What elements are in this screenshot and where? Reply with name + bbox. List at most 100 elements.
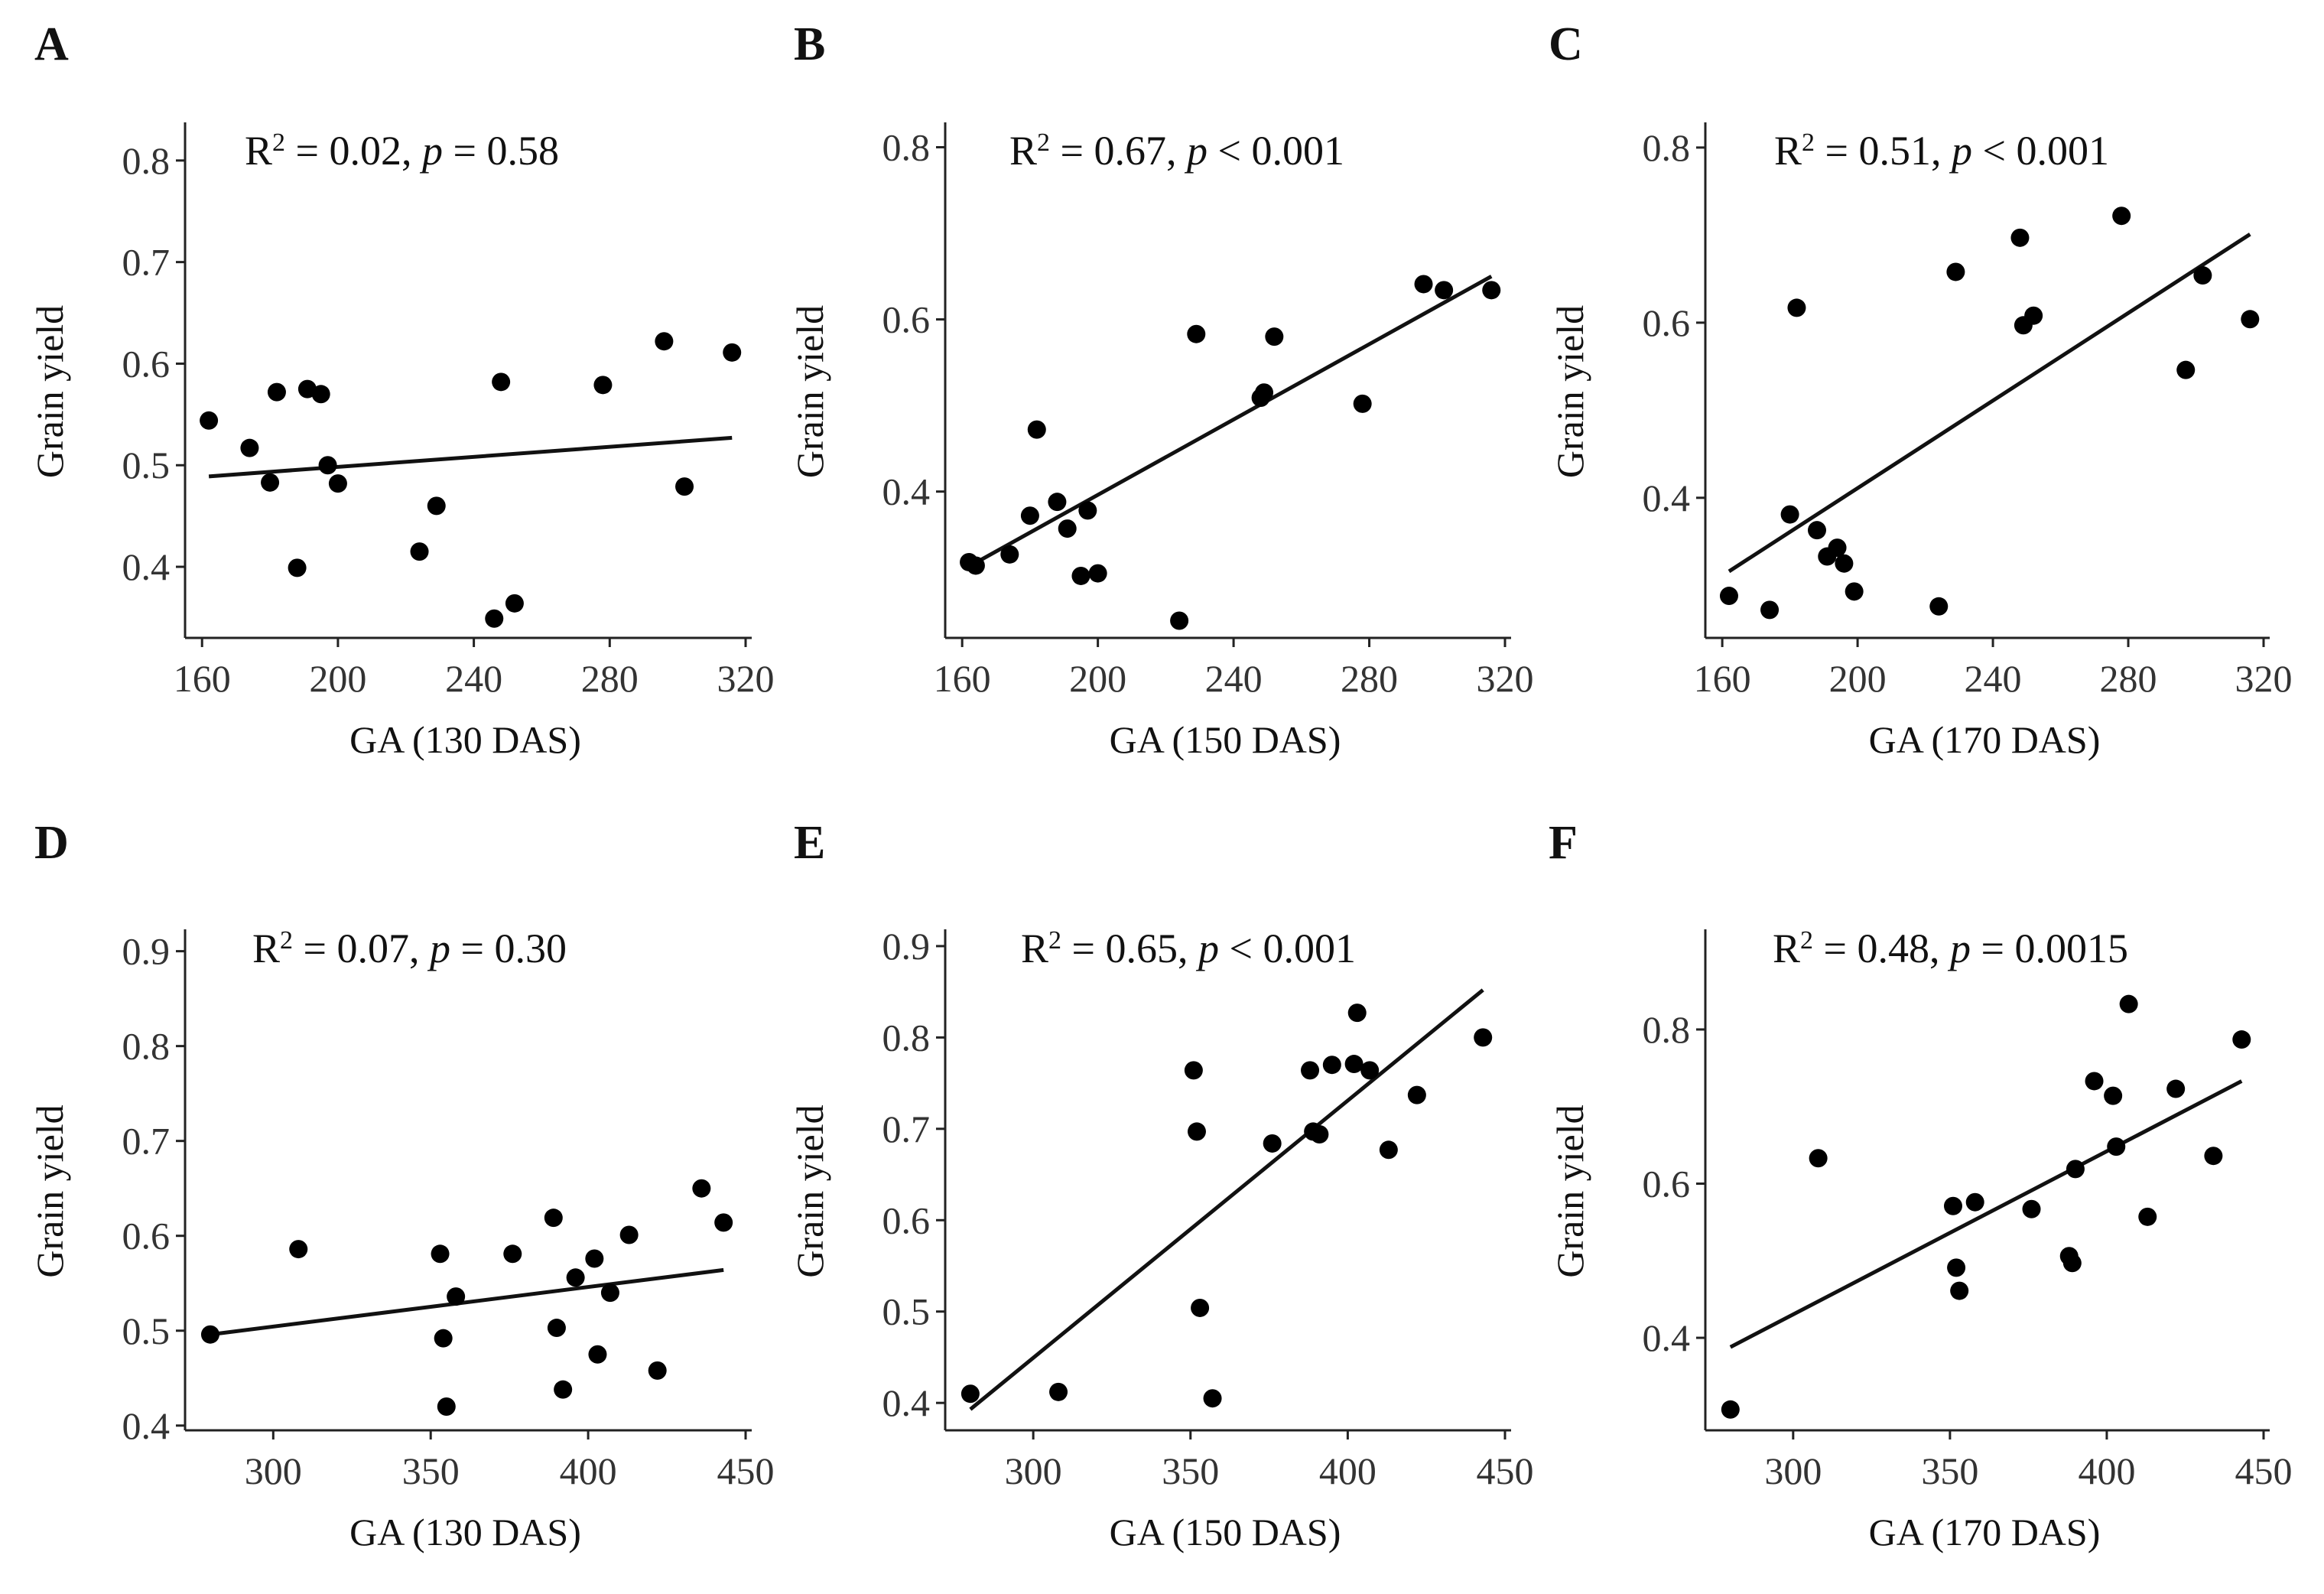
panel-f: F 0.4 0.6 0.8 300 350 400 450 GA (170 DAS) Grain …: [1549, 817, 2293, 1553]
stats-annotation: R2 = 0.48, p = 0.0015: [1773, 925, 2128, 971]
regression-line: [1729, 1079, 2243, 1349]
x-tick-label: 450: [717, 1449, 775, 1492]
x-axis-label: GA (130 DAS): [349, 718, 581, 761]
annotation-r2-sup: 2: [1800, 926, 1813, 955]
annotation-p-value: = 0.30: [450, 925, 567, 971]
data-point: [503, 1244, 522, 1264]
data-point: [1719, 587, 1738, 606]
x-axis-label: GA (150 DAS): [1110, 1511, 1341, 1553]
annotation-p-label: p: [1195, 925, 1219, 971]
data-point: [1780, 505, 1799, 524]
y-tick-label: 0.8: [1643, 1008, 1691, 1051]
y-tick-label: 0.5: [122, 444, 171, 486]
annotation-r2-prefix: R: [252, 925, 280, 971]
data-point: [648, 1361, 667, 1380]
data-point: [434, 1329, 453, 1348]
y-tick-label: 0.9: [122, 930, 171, 973]
data-point: [1929, 597, 1949, 616]
x-tick-label: 300: [245, 1449, 302, 1492]
y-tick-label: 0.4: [122, 545, 171, 588]
data-point: [2166, 1079, 2186, 1098]
data-point: [2022, 1199, 2041, 1218]
data-point: [2138, 1207, 2157, 1226]
data-point: [2010, 228, 2030, 247]
annotation-p-label: p: [1949, 128, 1972, 174]
x-tick-label: 280: [2100, 657, 2157, 700]
panel-letter: D: [34, 817, 69, 869]
annotation-r2-sup: 2: [1048, 926, 1061, 955]
data-point: [1353, 394, 1372, 413]
data-point: [1474, 1028, 1493, 1047]
data-point: [318, 456, 337, 475]
data-point: [1808, 521, 1826, 540]
data-point: [600, 1283, 619, 1303]
annotation-r2-value: = 0.02,: [285, 128, 422, 174]
x-tick-label: 240: [445, 657, 502, 700]
regression-line: [208, 435, 733, 479]
data-point: [2176, 360, 2196, 379]
x-tick-label: 200: [1069, 657, 1126, 700]
x-tick-label: 400: [2078, 1449, 2135, 1492]
data-point: [485, 609, 504, 628]
data-point: [619, 1225, 639, 1244]
data-point: [675, 477, 694, 496]
x-tick-label: 450: [2235, 1449, 2293, 1492]
annotation-p-label: p: [1184, 128, 1208, 174]
data-point: [1407, 1085, 1426, 1104]
stats-annotation: R2 = 0.65, p < 0.001: [1021, 925, 1356, 971]
data-point: [288, 558, 307, 577]
data-point: [1809, 1149, 1828, 1168]
x-axis-label: GA (170 DAS): [1869, 718, 2101, 761]
data-point: [437, 1397, 456, 1416]
annotation-p-label: p: [1947, 925, 1971, 971]
y-tick-label: 0.6: [882, 298, 931, 341]
data-point: [2193, 266, 2212, 285]
panel-d: D 0.4 0.5 0.6 0.7 0.8 0.9 300 350 400 450 GA (130 D…: [28, 817, 775, 1553]
data-point: [1027, 420, 1046, 439]
data-point: [544, 1209, 563, 1228]
stats-annotation: R2 = 0.67, p < 0.001: [1009, 128, 1344, 174]
x-tick-label: 300: [1005, 1449, 1062, 1492]
annotation-p-label: p: [419, 128, 443, 174]
regression-line: [969, 988, 1484, 1411]
data-point: [2107, 1137, 2126, 1156]
y-tick-label: 0.8: [1643, 126, 1691, 169]
data-point: [1071, 566, 1090, 585]
y-tick-label: 0.4: [1643, 1316, 1691, 1359]
data-point: [1845, 582, 1864, 601]
annotation-p-value: < 0.001: [1219, 925, 1356, 971]
x-axis-label: GA (170 DAS): [1869, 1511, 2101, 1553]
y-tick-label: 0.8: [122, 139, 171, 182]
x-tick-label: 300: [1764, 1449, 1822, 1492]
y-tick-label: 0.5: [122, 1309, 171, 1352]
annotation-r2-value: = 0.48,: [1813, 925, 1950, 971]
data-point: [1435, 281, 1454, 300]
data-point: [1255, 383, 1274, 402]
data-point: [1347, 1004, 1367, 1023]
annotation-p-value: < 0.001: [1208, 128, 1344, 174]
data-point: [2104, 1086, 2123, 1105]
data-point: [427, 496, 446, 516]
x-tick-label: 200: [1829, 657, 1887, 700]
data-point: [1760, 600, 1780, 620]
x-tick-label: 160: [934, 657, 991, 700]
annotation-r2-prefix: R: [1021, 925, 1048, 971]
data-point: [714, 1213, 733, 1232]
data-point: [1482, 281, 1501, 300]
panel-c: C 0.4 0.6 0.8 160 200 240 280 320 GA (170 DAS) Gra…: [1549, 18, 2293, 761]
data-point: [1946, 262, 1965, 281]
panel-letter: C: [1549, 18, 1583, 70]
y-tick-label: 0.6: [122, 342, 171, 385]
annotation-r2-sup: 2: [1037, 128, 1050, 157]
stats-annotation: R2 = 0.07, p = 0.30: [252, 925, 567, 971]
x-tick-label: 160: [1694, 657, 1751, 700]
annotation-p-value: = 0.0015: [1971, 925, 2128, 971]
data-point: [2241, 310, 2260, 329]
data-point: [2085, 1072, 2104, 1091]
data-point: [1184, 1061, 1203, 1080]
y-tick-label: 0.4: [122, 1404, 171, 1447]
data-point: [1379, 1140, 1398, 1160]
stats-annotation: R2 = 0.51, p < 0.001: [1774, 128, 2109, 174]
data-point: [240, 438, 259, 457]
annotation-p-value: = 0.58: [443, 128, 559, 174]
